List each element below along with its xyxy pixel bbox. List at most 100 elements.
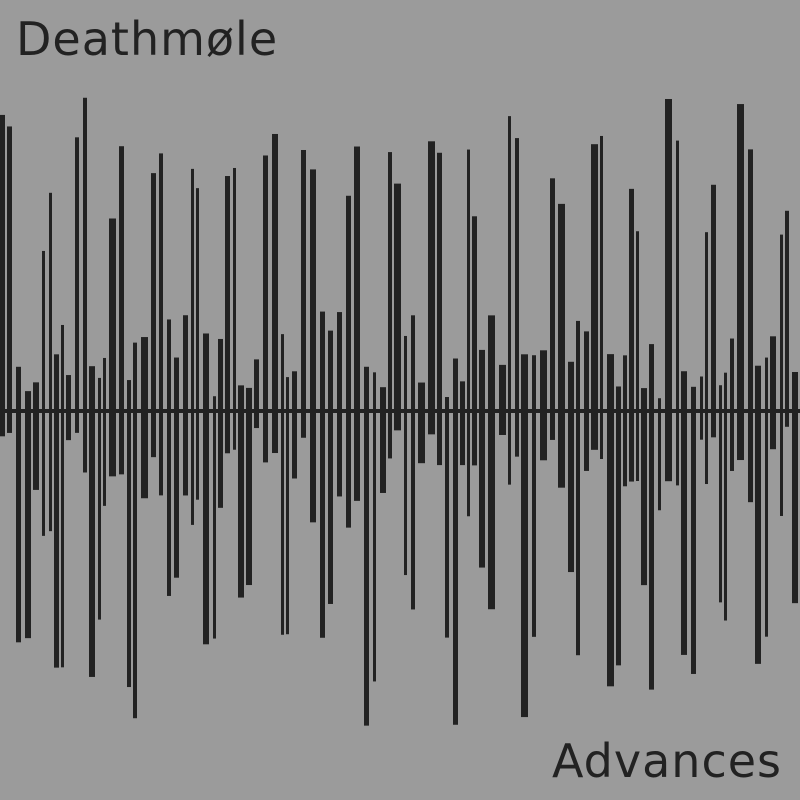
waveform-bar: [254, 359, 259, 429]
waveform-bar: [246, 387, 252, 586]
waveform-bar: [33, 382, 39, 490]
waveform-bar: [584, 331, 589, 471]
waveform-bar: [380, 387, 386, 493]
waveform-bar: [66, 375, 71, 441]
waveform-bar: [320, 311, 325, 638]
waveform-bar: [109, 218, 116, 477]
waveform-bar: [437, 152, 442, 466]
waveform-bar: [700, 376, 703, 440]
waveform-bar: [515, 138, 519, 457]
waveform-bar: [42, 250, 45, 536]
waveform-bar: [792, 372, 798, 604]
waveform-bar: [133, 342, 137, 719]
waveform-bar: [607, 354, 614, 687]
waveform-bar: [159, 153, 163, 496]
waveform-bar: [225, 176, 230, 454]
waveform-bar: [364, 366, 369, 726]
waveform-bar: [785, 210, 789, 427]
waveform-bar: [591, 144, 598, 450]
waveform-bar: [658, 398, 661, 511]
waveform-bar: [286, 377, 289, 635]
waveform-bar: [711, 184, 716, 438]
waveform-bar: [213, 396, 216, 639]
waveform-bar: [103, 357, 106, 506]
waveform-bar: [472, 216, 477, 466]
waveform-bar: [404, 335, 407, 576]
waveform-bar: [479, 349, 485, 568]
waveform-bar: [616, 386, 621, 666]
waveform-bar: [354, 146, 360, 501]
waveform-center-line: [0, 409, 800, 413]
waveform-bar: [665, 98, 672, 482]
waveform-bar: [25, 391, 31, 639]
waveform-bar: [445, 397, 449, 638]
waveform-bar: [705, 232, 708, 485]
waveform-bar: [218, 338, 223, 508]
waveform-bar: [196, 188, 199, 500]
waveform-bar: [453, 358, 458, 725]
waveform-bar: [676, 140, 679, 486]
waveform-bar: [238, 385, 244, 598]
waveform-bar: [346, 195, 351, 528]
waveform-bar: [576, 320, 580, 656]
waveform-bar: [141, 337, 148, 499]
waveform-bar: [641, 388, 647, 586]
waveform-bar: [636, 231, 639, 482]
waveform-bar: [151, 173, 156, 458]
waveform-bar: [49, 192, 52, 532]
waveform-bar: [460, 381, 465, 466]
waveform-bar: [272, 133, 278, 454]
waveform-bar: [328, 330, 333, 604]
waveform-bar: [558, 203, 565, 488]
waveform-bar: [7, 126, 12, 433]
waveform-bar: [54, 354, 59, 668]
waveform-bar: [167, 319, 171, 596]
waveform-bar: [183, 315, 188, 496]
waveform-bar: [83, 97, 87, 473]
waveform-bar: [16, 366, 21, 643]
waveform-bar: [681, 371, 687, 655]
waveform-bar: [61, 324, 64, 668]
waveform-bar: [394, 183, 401, 431]
waveform-bar: [233, 167, 236, 450]
waveform-bar: [428, 141, 435, 435]
waveform-bar: [203, 333, 209, 645]
waveform-bar: [629, 188, 634, 482]
waveform-bar: [75, 137, 79, 433]
waveform-bar: [127, 380, 131, 688]
waveform-bar: [568, 361, 574, 573]
waveform-bar: [337, 312, 342, 497]
waveform-bar: [550, 178, 555, 440]
waveform-bar: [521, 354, 528, 718]
waveform-bar: [191, 168, 194, 525]
waveform-bar: [263, 155, 268, 463]
waveform-bar: [310, 169, 316, 523]
waveform-bar: [755, 365, 761, 664]
waveform-bar: [467, 149, 470, 517]
artist-name: Deathmøle: [16, 12, 279, 66]
waveform-bar: [119, 146, 124, 475]
waveform-bar: [623, 355, 627, 487]
waveform-bar: [281, 334, 284, 635]
waveform-bar: [730, 338, 734, 471]
waveform-bar: [174, 357, 179, 578]
waveform-bar: [0, 114, 5, 437]
waveform-bar: [488, 315, 495, 610]
waveform-bar: [649, 344, 654, 690]
waveform-bar: [98, 377, 101, 620]
waveform-bar: [532, 355, 536, 637]
album-title: Advances: [552, 734, 782, 788]
waveform-bar: [373, 372, 376, 682]
waveform-bar: [724, 372, 727, 621]
waveform-bar: [499, 364, 506, 435]
waveform-bar: [780, 234, 783, 516]
waveform-bar: [719, 385, 722, 603]
waveform-bar: [301, 149, 306, 438]
waveform-bar: [770, 336, 776, 450]
waveform-bar: [540, 350, 547, 461]
waveform-bar: [508, 116, 511, 485]
waveform-bar: [418, 382, 425, 464]
waveform-bar: [737, 104, 744, 461]
waveform-bar: [388, 152, 392, 459]
